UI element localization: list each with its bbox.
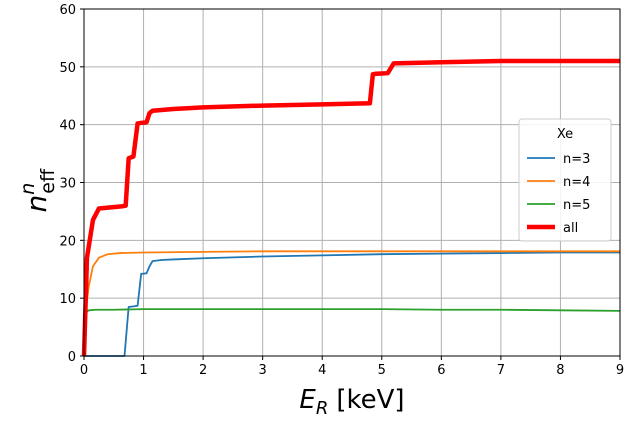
x-tick-label: 9: [616, 363, 624, 378]
legend-title: Xe: [557, 127, 573, 142]
x-tick-label: 8: [556, 363, 564, 378]
legend-items: n=3 n=4 n=5 all: [527, 152, 590, 236]
y-tick-label: 10: [59, 292, 76, 307]
x-tick-label: 4: [318, 363, 326, 378]
x-tick-label: 0: [80, 363, 88, 378]
y-tick-label: 20: [59, 234, 76, 249]
y-axis-label-sub: eff: [37, 168, 59, 194]
legend-label: n=4: [563, 175, 590, 190]
x-tick-label: 7: [497, 363, 505, 378]
x-tick-label: 5: [378, 363, 386, 378]
legend-label: n=5: [563, 198, 590, 213]
legend-box: [518, 118, 612, 242]
x-axis-label-main: E: [299, 385, 316, 415]
x-axis-label-sub: R: [316, 398, 329, 419]
y-tick-label: 30: [59, 177, 76, 192]
y-axis-label-sup: n: [17, 183, 39, 195]
y-tick-label: 50: [59, 61, 76, 76]
legend-label: all: [563, 221, 578, 236]
x-axis-label: ER [keV]: [299, 385, 404, 419]
y-tick-label: 60: [59, 3, 76, 18]
series-layer: [81, 58, 621, 357]
y-axis-label-main: n: [20, 195, 53, 213]
x-tick-label: 3: [259, 363, 267, 378]
y-tick-label: 0: [68, 350, 76, 365]
x-tick-label: 6: [437, 363, 445, 378]
y-axis-label: nneff: [17, 168, 59, 212]
x-tick-label: 1: [139, 363, 147, 378]
series-line-n-4: [83, 250, 620, 357]
series-line-n-3: [84, 251, 620, 357]
y-tick-label: 40: [59, 119, 76, 134]
x-axis-label-unit: [keV]: [336, 385, 404, 415]
legend: Xe n=3 n=4 n=5 all: [518, 118, 612, 242]
legend-label: n=3: [563, 152, 590, 167]
x-tick-label: 2: [199, 363, 207, 378]
axes: 0 1 2 3 4 5 6 7 8 9 0 10 20 30 40 50 60: [59, 3, 624, 378]
series-line-n-5: [83, 308, 621, 357]
series-line-all: [81, 58, 620, 357]
